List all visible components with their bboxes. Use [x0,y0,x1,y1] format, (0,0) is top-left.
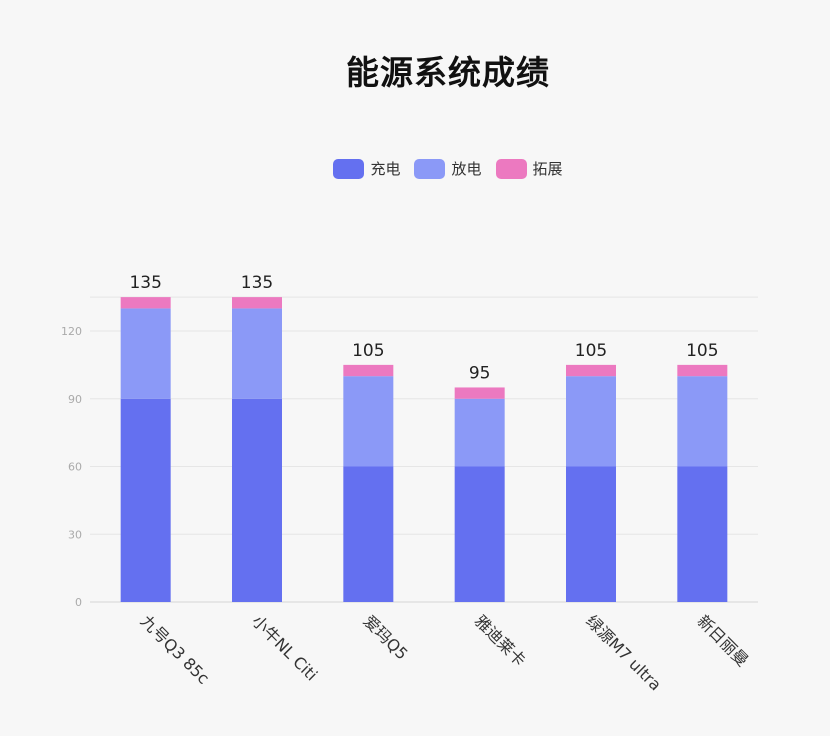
y-tick-label: 30 [68,528,82,541]
x-tick-label: 九号Q3 85c [137,611,213,687]
bar-segment-expansion [454,387,505,399]
bar-segment-expansion [232,297,282,309]
legend-item-discharge[interactable]: 放电 [414,158,482,179]
bar-segment-charge [120,398,171,602]
total-label: 135 [129,273,161,293]
bar-segment-charge [343,466,394,602]
bar-segment-discharge [120,308,171,399]
bar-segment-discharge [232,308,282,399]
legend-label-charge: 充电 [370,160,401,178]
total-label: 135 [241,273,273,293]
y-tick-label: 90 [68,393,82,406]
chart-title: 能源系统成绩 [346,53,550,92]
legend-item-charge[interactable]: 充电 [333,158,400,179]
y-tick-label: 60 [68,461,82,474]
legend-swatch-expansion [495,158,527,179]
bar-segment-charge [566,466,616,602]
x-tick-label: 小牛NL Citi [248,611,321,684]
bar-segment-charge [232,398,282,602]
legend-item-expansion[interactable]: 拓展 [495,158,563,179]
legend-swatch-discharge [414,158,446,179]
bar-segment-discharge [454,398,505,467]
legend-swatch-charge [333,158,365,179]
x-tick-label: 绿源M7 ultra [582,611,665,694]
bar-segment-expansion [566,364,616,377]
x-tick-label: 新日丽曼 [694,611,753,670]
bar-segment-discharge [566,376,616,467]
total-label: 105 [575,341,607,361]
legend-label-discharge: 放电 [451,160,482,178]
bar-segment-expansion [120,297,171,309]
bar-segment-expansion [343,364,394,377]
legend-label-expansion: 拓展 [532,160,563,178]
total-label: 105 [686,341,718,361]
bar-segment-expansion [677,364,728,377]
legend: 充电 放电 拓展 [0,158,830,179]
total-label: 105 [352,341,384,361]
total-label: 95 [469,363,491,383]
bar-segment-discharge [677,376,728,467]
bar-segment-charge [454,466,505,602]
bar-segment-charge [677,466,728,602]
y-tick-label: 0 [75,596,82,609]
y-tick-label: 120 [61,325,82,338]
x-tick-label: 雅迪莱卡 [471,611,530,670]
bar-segment-discharge [343,376,394,467]
x-tick-label: 爱玛Q5 [360,611,412,663]
